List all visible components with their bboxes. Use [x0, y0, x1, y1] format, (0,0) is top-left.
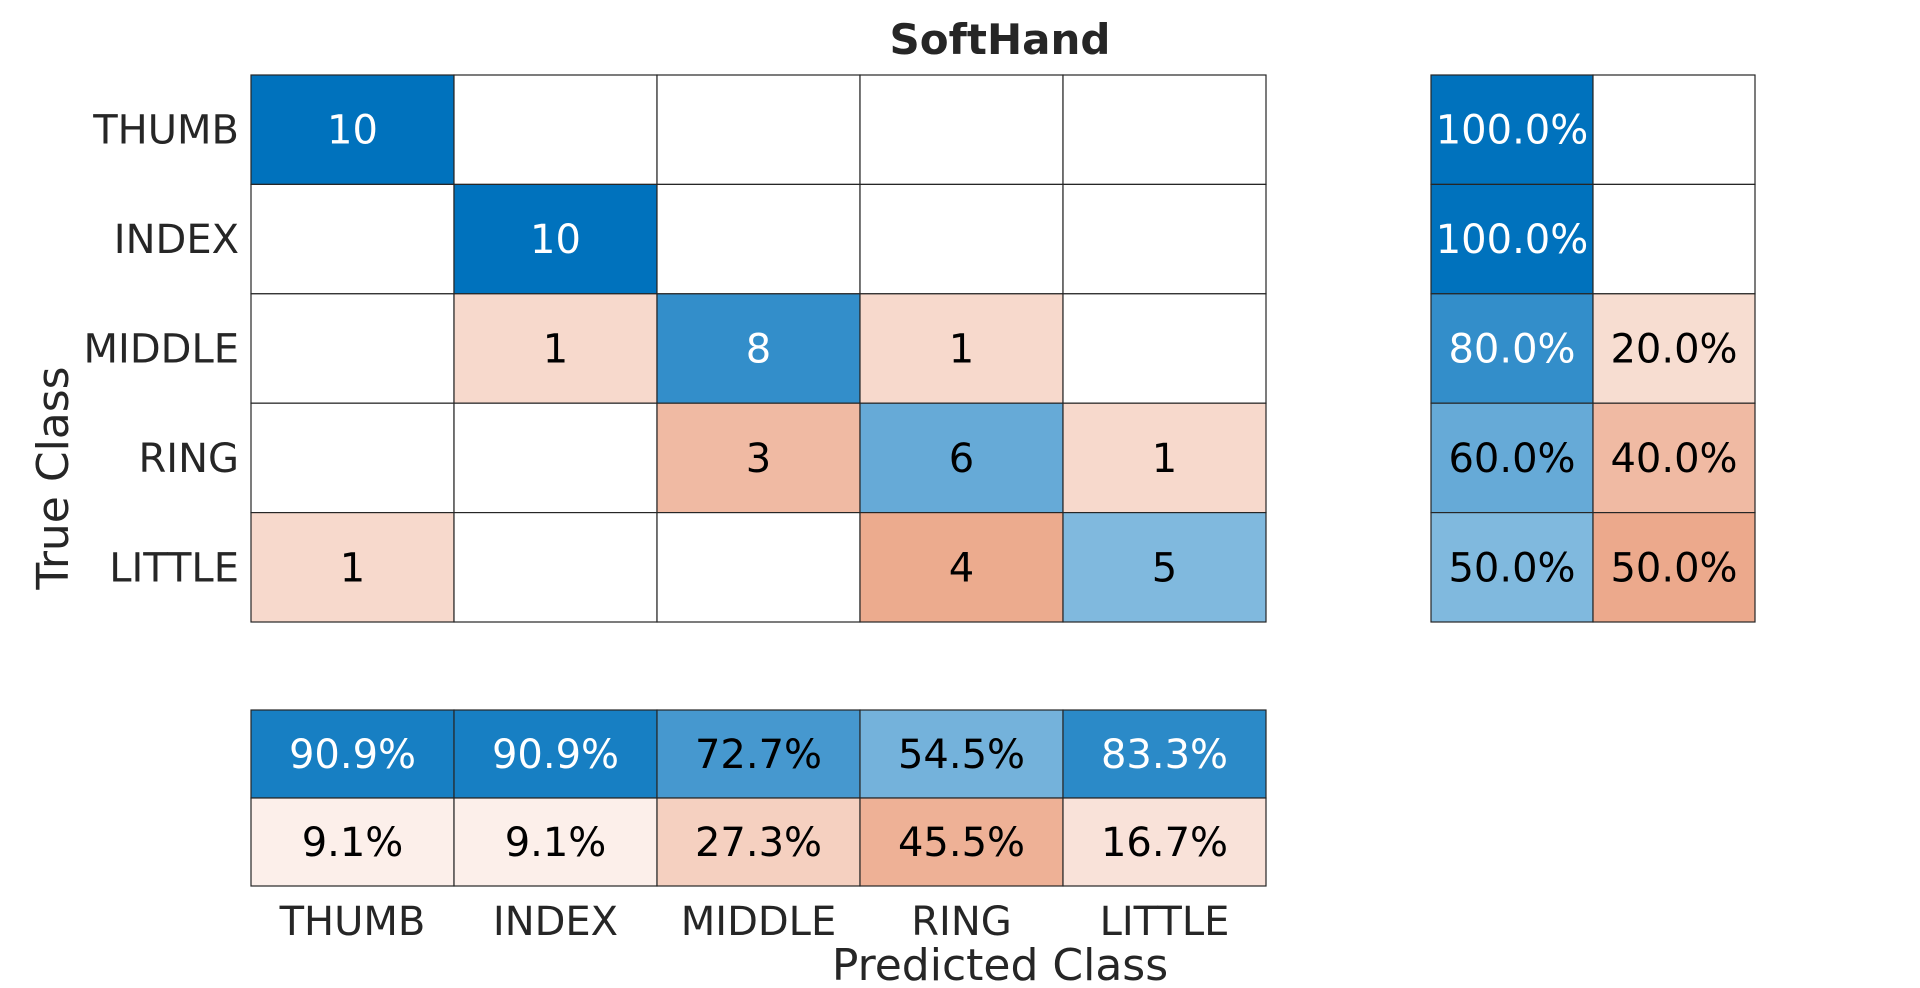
- col-summary-correct-3-value: 54.5%: [898, 732, 1025, 778]
- matrix-cell-3-2-rect: [656, 402, 861, 514]
- row-label-index: INDEX: [114, 217, 239, 263]
- matrix-cell-0-0-rect: [250, 74, 455, 186]
- row-labels: THUMB INDEX MIDDLE RING LITTLE: [84, 108, 239, 592]
- col-summary-incorrect-0-rect: [250, 797, 455, 887]
- matrix-cell-0-2-rect: [656, 74, 861, 186]
- row-summary-incorrect-3-value: 40.0%: [1610, 436, 1737, 482]
- matrix-cell-4-0-rect: [250, 511, 455, 623]
- matrix-cell-2-2-rect: [656, 293, 861, 404]
- col-summary-correct-0-rect: [250, 709, 455, 799]
- row-summary-correct-4-rect: [1430, 511, 1594, 623]
- row-label-thumb: THUMB: [92, 108, 239, 154]
- col-summary-correct-2-value: 72.7%: [695, 732, 822, 778]
- matrix-cell-1-1-rect: [453, 183, 658, 295]
- row-summary-correct-2-rect: [1430, 293, 1594, 404]
- matrix-cell-1-2-rect: [656, 183, 861, 295]
- row-summary-correct-0-value: 100.0%: [1436, 108, 1589, 154]
- col-summary-incorrect-4-rect: [1062, 797, 1267, 887]
- col-label-index: INDEX: [493, 899, 618, 945]
- matrix-cell-2-1-rect: [453, 293, 658, 404]
- col-label-thumb: THUMB: [279, 899, 426, 945]
- row-summary-incorrect-4-value: 50.0%: [1610, 545, 1737, 591]
- row-summary-correct-2-value: 80.0%: [1448, 327, 1575, 373]
- matrix-cell-3-4-rect: [1062, 402, 1267, 514]
- col-summary-incorrect-2-rect: [656, 797, 861, 887]
- col-summary-incorrect-1-value: 9.1%: [505, 820, 607, 866]
- matrix-cell-0-0-value: 10: [327, 108, 378, 154]
- matrix-cell-1-1-value: 10: [530, 217, 581, 263]
- col-summary-incorrect-3-value: 45.5%: [898, 820, 1025, 866]
- matrix-cell-4-2-rect: [656, 511, 861, 623]
- row-summary-correct-1-value: 100.0%: [1436, 217, 1589, 263]
- matrix-cell-2-0-rect: [250, 293, 455, 404]
- col-summary-incorrect-3-rect: [859, 797, 1064, 887]
- matrix-cell-4-3-rect: [859, 511, 1064, 623]
- row-summary-incorrect-3-rect: [1592, 402, 1756, 514]
- matrix-cell-1-3-rect: [859, 183, 1064, 295]
- col-label-ring: RING: [911, 899, 1012, 945]
- matrix-cell-4-1-rect: [453, 511, 658, 623]
- row-summary-incorrect-0-rect: [1592, 74, 1756, 186]
- matrix-cell-3-4-value: 1: [1152, 436, 1177, 482]
- row-label-little: LITTLE: [109, 545, 239, 591]
- matrix-cell-3-1-rect: [453, 402, 658, 514]
- matrix-cell-4-4-rect: [1062, 511, 1267, 623]
- column-labels: THUMB INDEX MIDDLE RING LITTLE: [279, 899, 1230, 945]
- row-summary: 100.0% 100.0% 80.0% 20.0% 60.0% 40.0% 50.0% 50.…: [1430, 74, 1756, 623]
- col-summary-incorrect-0-value: 9.1%: [302, 820, 404, 866]
- col-summary-incorrect-1-rect: [453, 797, 658, 887]
- col-summary-correct-4-rect: [1062, 709, 1267, 799]
- matrix-cell-1-0-rect: [250, 183, 455, 295]
- row-summary-correct-0-rect: [1430, 74, 1594, 186]
- matrix-cell-4-4-value: 5: [1152, 545, 1177, 591]
- col-summary-correct-4-value: 83.3%: [1101, 732, 1228, 778]
- y-axis-label: True Class: [28, 366, 79, 590]
- matrix-cell-3-0-rect: [250, 402, 455, 514]
- matrix-cell-4-3-value: 4: [949, 545, 974, 591]
- row-summary-incorrect-2-rect: [1592, 293, 1756, 404]
- matrix-cell-3-3-value: 6: [949, 436, 974, 482]
- col-summary-correct-1-rect: [453, 709, 658, 799]
- matrix-cell-0-3-rect: [859, 74, 1064, 186]
- matrix-cell-2-4-rect: [1062, 293, 1267, 404]
- col-label-middle: MIDDLE: [681, 899, 836, 945]
- matrix-cell-1-4-rect: [1062, 183, 1267, 295]
- matrix-cell-0-4-rect: [1062, 74, 1267, 186]
- x-axis-label: Predicted Class: [832, 940, 1168, 988]
- matrix-cell-0-1-rect: [453, 74, 658, 186]
- col-summary-correct-0-value: 90.9%: [289, 732, 416, 778]
- col-summary-correct-1-value: 90.9%: [492, 732, 619, 778]
- chart-title: SoftHand: [890, 15, 1111, 64]
- row-label-middle: MIDDLE: [84, 327, 239, 373]
- matrix-cell-3-2-value: 3: [746, 436, 771, 482]
- matrix-cell-2-2-value: 8: [746, 327, 771, 373]
- matrix-cell-2-3-value: 1: [949, 327, 974, 373]
- row-summary-incorrect-4-rect: [1592, 511, 1756, 623]
- row-summary-correct-3-value: 60.0%: [1448, 436, 1575, 482]
- row-summary-incorrect-1-rect: [1592, 183, 1756, 295]
- row-summary-correct-4-value: 50.0%: [1448, 545, 1575, 591]
- matrix-cell-2-3-rect: [859, 293, 1064, 404]
- row-summary-correct-1-rect: [1430, 183, 1594, 295]
- col-summary-incorrect-4-value: 16.7%: [1101, 820, 1228, 866]
- confusion-matrix: 10 10 1 8 1 3 6 1 1 4 5: [250, 74, 1267, 623]
- row-label-ring: RING: [138, 436, 239, 482]
- matrix-cell-4-0-value: 1: [340, 545, 365, 591]
- row-summary-incorrect-2-value: 20.0%: [1610, 327, 1737, 373]
- row-summary-correct-3-rect: [1430, 402, 1594, 514]
- col-label-little: LITTLE: [1100, 899, 1230, 945]
- matrix-cell-2-1-value: 1: [543, 327, 568, 373]
- column-summary: 90.9% 9.1% 90.9% 9.1% 72.7% 27.3% 54.5% 45.5% 83…: [250, 709, 1267, 887]
- col-summary-incorrect-2-value: 27.3%: [695, 820, 822, 866]
